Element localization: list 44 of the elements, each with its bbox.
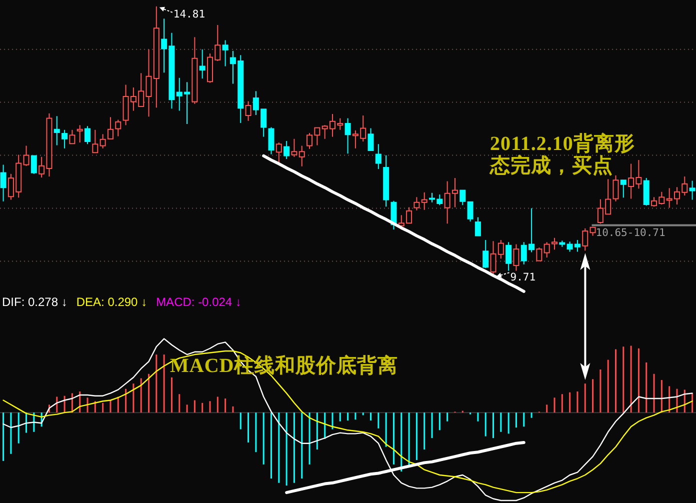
candlestick	[69, 129, 76, 144]
candlestick	[268, 126, 274, 155]
candlestick	[0, 164, 6, 202]
candlestick	[559, 240, 566, 248]
candlestick	[284, 140, 290, 160]
candlestick	[467, 201, 474, 222]
candlestick	[92, 129, 98, 154]
candlestick	[383, 154, 390, 208]
text: DIF: 0.278 ↓	[2, 295, 68, 309]
candlestick	[84, 126, 91, 145]
annotation: 14.81	[173, 8, 206, 20]
candlestick	[513, 244, 520, 272]
candlestick	[54, 116, 60, 146]
candlestick	[582, 228, 588, 252]
candlestick	[344, 118, 351, 154]
candlestick	[482, 240, 489, 269]
candlestick	[298, 145, 305, 167]
text: DEA: 0.290 ↓	[76, 295, 148, 309]
text: MACD: -0.024 ↓	[156, 295, 242, 309]
annotation: 2011.2.10背离形态完成，买点	[489, 132, 635, 177]
candlestick	[536, 246, 542, 262]
candlestick	[245, 100, 252, 122]
candlestick	[643, 178, 650, 206]
candlestick	[62, 129, 68, 149]
candlestick	[291, 138, 298, 158]
candlestick	[30, 155, 37, 174]
candlestick	[506, 242, 512, 272]
candlestick	[414, 196, 420, 211]
candlestick	[76, 124, 83, 144]
annotation: 10.65-10.71	[596, 227, 666, 240]
candlestick	[689, 180, 696, 200]
annotation: 9.71	[510, 272, 536, 284]
candlestick	[375, 144, 382, 170]
candlestick	[474, 216, 481, 236]
candlestick	[421, 192, 428, 210]
candlestick	[199, 48, 206, 79]
candlestick	[590, 226, 596, 236]
candlestick	[192, 36, 198, 104]
candlestick	[222, 40, 228, 67]
candlestick	[276, 142, 282, 164]
candlestick	[23, 145, 30, 166]
candlestick	[460, 190, 466, 206]
candlestick	[620, 180, 626, 198]
candlestick	[368, 128, 374, 152]
